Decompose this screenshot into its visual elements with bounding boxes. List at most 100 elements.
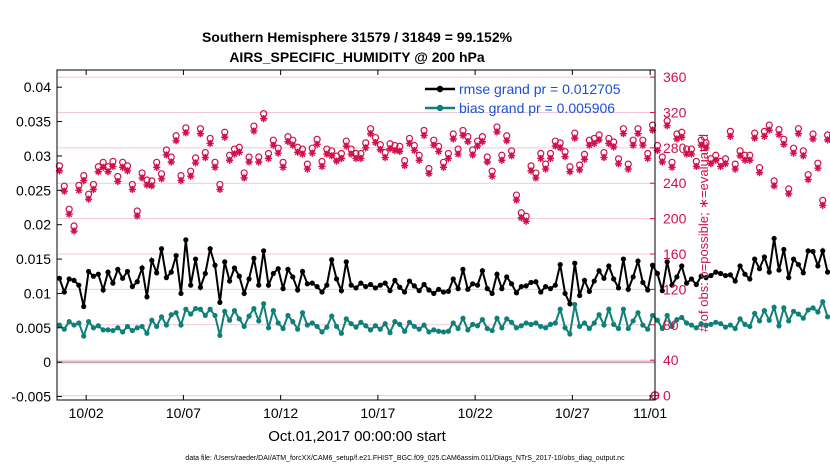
bias-point (727, 322, 733, 328)
bias-point (805, 307, 811, 313)
obs-evaluated-marker (289, 141, 297, 149)
rmse-point (299, 268, 306, 275)
rmse-point (761, 254, 767, 260)
rmse-point (504, 274, 510, 280)
obs-evaluated-marker (658, 158, 666, 166)
rmse-point (445, 288, 451, 294)
bias-point (630, 318, 636, 324)
obs-evaluated-marker (138, 174, 146, 182)
rmse-point (265, 282, 272, 288)
bias-point (649, 312, 656, 319)
rmse-point (256, 282, 262, 288)
bias-point (343, 316, 349, 322)
rmse-point (90, 273, 97, 279)
rmse-point (280, 286, 286, 292)
bias-point (504, 316, 510, 322)
obs-evaluated-marker (629, 141, 637, 149)
bias-point (674, 316, 680, 323)
obs-evaluated-marker (785, 190, 793, 198)
rmse-point (805, 248, 811, 254)
obs-evaluated-marker (123, 167, 132, 175)
bias-point (124, 323, 131, 330)
rmse-point (460, 266, 466, 272)
bias-point (367, 327, 374, 333)
obs-evaluated-marker (507, 152, 516, 160)
bias-point (679, 314, 685, 321)
obs-evaluated-marker (235, 148, 243, 156)
rmse-point (450, 276, 456, 282)
bias-point (270, 308, 276, 314)
bias-point (703, 322, 709, 328)
y-right-tick-label: 120 (663, 281, 687, 297)
obs-evaluated-marker (119, 163, 127, 171)
rmse-point (71, 277, 77, 283)
obs-evaluated-marker (308, 149, 316, 157)
obs-evaluated-marker (595, 136, 603, 144)
legend: rmse grand pr = 0.012705 bias grand pr =… (425, 81, 621, 116)
bias-point (226, 317, 233, 323)
obs-evaluated-marker (668, 163, 676, 171)
obs-evaluated-marker (493, 128, 501, 136)
bias-point (523, 320, 529, 326)
obs-evaluated-marker (590, 139, 598, 148)
legend-rmse-marker (436, 85, 444, 93)
obs-evaluated-marker (469, 151, 477, 159)
obs-evaluated-marker (673, 135, 681, 143)
obs-evaluated-marker (464, 138, 472, 146)
bias-point (465, 327, 471, 333)
x-tick-label: 10/12 (263, 405, 298, 421)
obs-evaluated-marker (401, 161, 409, 170)
bias-point (494, 315, 500, 321)
obs-evaluated-marker (488, 172, 496, 180)
rmse-point (236, 273, 242, 279)
bias-point (747, 323, 753, 330)
rmse-point (387, 288, 393, 294)
rmse-point (270, 270, 276, 277)
rmse-point (392, 277, 398, 283)
bias-point (698, 321, 704, 327)
obs-evaluated-marker (648, 126, 657, 134)
bias-point (90, 325, 97, 331)
bias-point (95, 323, 101, 329)
obs-evaluated-marker (741, 156, 749, 164)
y-left-tick-label: 0.005 (16, 320, 51, 336)
rmse-point (139, 265, 145, 271)
rmse-point (737, 263, 743, 269)
rmse-point (421, 281, 427, 288)
bias-point (756, 318, 763, 324)
obs-evaluated-marker (172, 137, 180, 145)
bias-point (640, 322, 646, 328)
rmse-point (567, 301, 573, 307)
rmse-point (338, 288, 345, 294)
obs-evaluated-marker (133, 212, 141, 220)
bias-point (499, 325, 505, 331)
rmse-point (149, 257, 155, 264)
rmse-point (776, 267, 782, 273)
rmse-point (820, 248, 826, 254)
bias-point (231, 308, 238, 314)
bias-point (601, 322, 607, 328)
rmse-point (800, 270, 806, 276)
obs-evaluated-marker (576, 166, 584, 174)
bias-point (275, 320, 281, 326)
bias-point (489, 327, 495, 334)
obs-evaluated-marker (362, 144, 370, 152)
obs-evaluated-marker (386, 145, 394, 153)
bias-point (212, 312, 218, 319)
rmse-point (708, 272, 714, 279)
obs-evaluated-marker (736, 152, 744, 160)
rmse-point (416, 288, 422, 294)
obs-evaluated-marker (770, 182, 778, 190)
obs-evaluated-marker (60, 187, 68, 195)
rmse-point (543, 283, 549, 290)
rmse-point (231, 265, 238, 271)
rmse-point (824, 269, 830, 275)
obs-evaluated-marker (80, 176, 88, 185)
rmse-point (61, 289, 67, 295)
bias-point (217, 332, 223, 338)
obs-evaluated-marker (712, 156, 720, 164)
y-right-tick-label: 0 (663, 388, 671, 404)
rmse-point (129, 283, 135, 290)
obs-evaluated-marker (503, 137, 511, 145)
rmse-point (815, 263, 821, 269)
